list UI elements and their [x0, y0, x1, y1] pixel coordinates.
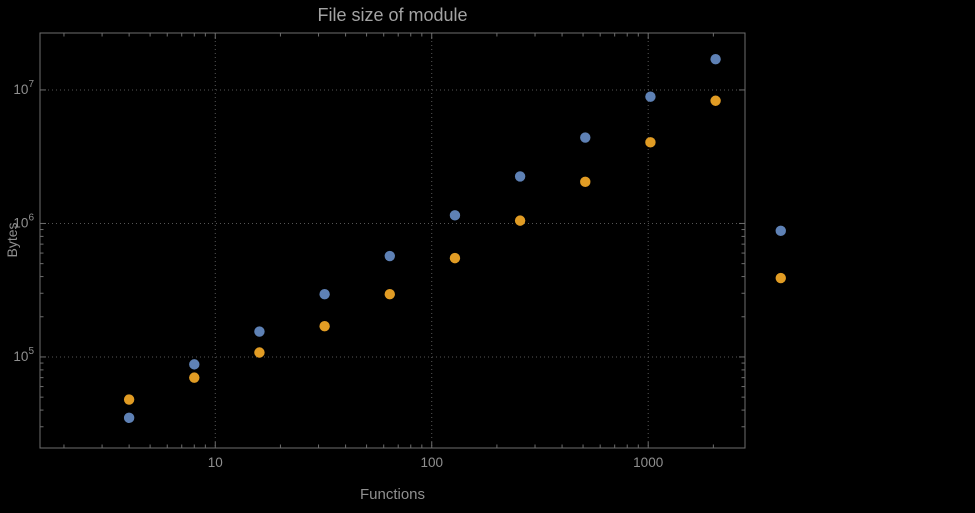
x-tick-label: 100	[420, 455, 443, 470]
data-point-series_orange	[645, 137, 656, 148]
data-point-series_orange	[123, 394, 135, 405]
data-point-series_blue	[514, 171, 526, 182]
data-point-series_orange	[189, 372, 200, 383]
x-tick-label: 1000	[633, 455, 663, 470]
plot-frame	[39, 32, 746, 449]
data-point-series_blue	[254, 326, 265, 337]
data-point-series_orange	[710, 95, 721, 106]
y-tick-label: 106	[13, 212, 34, 230]
x-tick-label: 10	[208, 455, 223, 470]
data-point-series_orange	[254, 347, 265, 358]
data-point-series_orange	[580, 176, 591, 188]
data-point-series_blue	[710, 53, 721, 65]
data-point-series_blue	[775, 225, 786, 237]
data-point-series_blue	[645, 91, 656, 102]
data-point-series_blue	[123, 412, 135, 424]
x-axis-label: Functions	[359, 486, 426, 503]
data-point-series_orange	[384, 289, 395, 300]
data-point-series_orange	[514, 215, 526, 226]
data-point-series_blue	[319, 289, 330, 300]
chart-title: File size of module	[317, 5, 468, 25]
data-point-series_blue	[449, 210, 461, 221]
data-point-series_blue	[189, 359, 200, 370]
data-point-series_blue	[580, 132, 591, 143]
data-point-series_orange	[775, 272, 786, 284]
data-point-series_blue	[384, 250, 395, 262]
data-point-series_orange	[449, 252, 461, 264]
y-tick-label: 105	[13, 346, 34, 364]
y-tick-label: 107	[13, 79, 34, 97]
data-point-series_orange	[319, 320, 330, 332]
